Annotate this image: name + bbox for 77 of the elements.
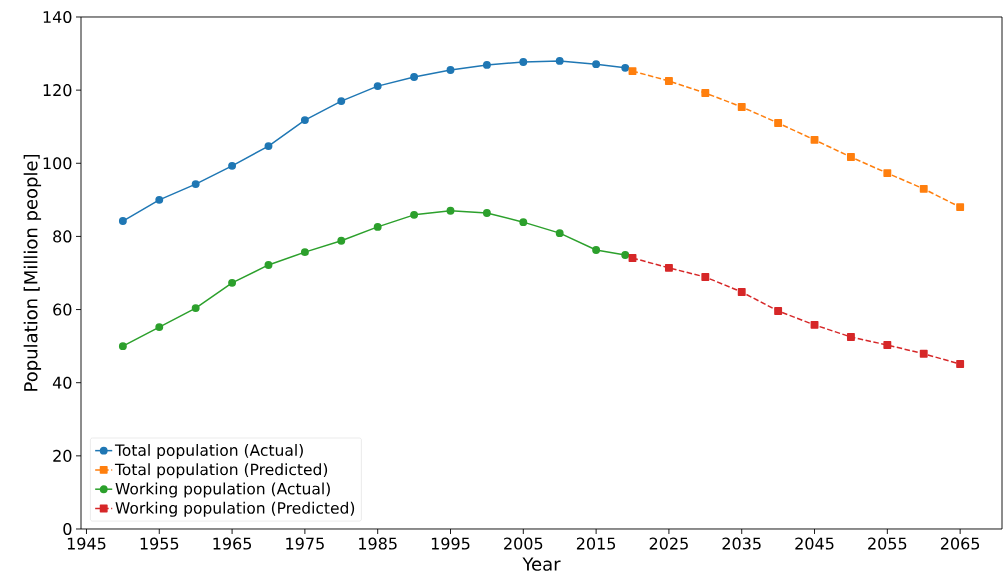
x-tick-label: 2055 xyxy=(868,537,907,550)
legend-label: Total population (Actual) xyxy=(114,444,303,460)
x-tick-label: 2025 xyxy=(649,537,688,550)
x-tick-label: 2065 xyxy=(940,537,980,550)
point xyxy=(373,222,382,231)
point xyxy=(628,254,637,262)
point xyxy=(555,229,564,238)
point xyxy=(519,58,528,66)
x-tick-label: 2035 xyxy=(722,537,761,550)
point xyxy=(810,135,819,144)
point xyxy=(592,246,601,254)
point xyxy=(191,180,200,189)
legend-label: Total population (Predicted) xyxy=(114,463,328,479)
point xyxy=(410,210,419,219)
point xyxy=(191,304,200,313)
point xyxy=(482,209,491,217)
point xyxy=(228,278,237,287)
point xyxy=(300,116,309,125)
point xyxy=(621,63,630,72)
point xyxy=(737,103,746,111)
legend-label: Working population (Predicted) xyxy=(115,501,355,517)
point xyxy=(737,288,746,296)
point xyxy=(373,82,382,91)
point xyxy=(446,66,455,74)
point xyxy=(919,184,928,193)
point xyxy=(264,260,273,269)
x-axis-title: Year xyxy=(522,557,561,571)
x-tick-label: 1985 xyxy=(359,537,397,550)
y-tick-label: 100 xyxy=(43,157,72,170)
point xyxy=(846,153,855,162)
point xyxy=(118,217,127,226)
point xyxy=(446,206,455,215)
y-tick-label: 60 xyxy=(53,303,72,316)
y-tick-label: 120 xyxy=(43,84,72,97)
x-tick-label: 1955 xyxy=(140,537,179,550)
x-tick-label: 2005 xyxy=(504,537,543,550)
point xyxy=(410,73,419,81)
point xyxy=(664,77,673,85)
point xyxy=(519,218,528,227)
point xyxy=(228,161,237,170)
point xyxy=(956,360,965,368)
x-tick-label: 1975 xyxy=(286,537,324,550)
point xyxy=(664,263,673,272)
x-tick-label: 1995 xyxy=(431,537,470,550)
y-tick-label: 20 xyxy=(53,449,72,462)
point xyxy=(774,307,783,315)
x-tick-label: 2045 xyxy=(795,537,834,550)
point xyxy=(701,89,710,98)
y-axis-title: Population [Million people] xyxy=(23,154,42,391)
x-tick-label: 2015 xyxy=(576,537,616,550)
point xyxy=(846,333,855,341)
y-tick-label: 80 xyxy=(53,230,72,243)
y-tick-label: 0 xyxy=(63,522,72,536)
point xyxy=(264,142,273,151)
point xyxy=(701,273,710,281)
point xyxy=(592,60,601,69)
point xyxy=(919,349,928,358)
point xyxy=(337,97,346,106)
y-tick-label: 40 xyxy=(52,376,72,389)
point xyxy=(155,323,164,332)
point xyxy=(155,195,164,204)
point xyxy=(300,248,309,257)
point xyxy=(337,236,346,245)
point xyxy=(956,203,965,212)
point xyxy=(774,119,783,127)
point xyxy=(555,56,564,65)
point xyxy=(628,67,637,76)
x-tick-label: 1965 xyxy=(213,537,252,550)
point xyxy=(810,320,819,329)
legend-label: Working population (Actual) xyxy=(115,482,330,498)
point xyxy=(883,169,892,178)
point xyxy=(883,341,892,349)
point xyxy=(118,342,127,351)
x-tick-label: 1945 xyxy=(67,537,106,550)
point xyxy=(621,251,630,260)
y-tick-label: 140 xyxy=(43,10,72,24)
point xyxy=(482,60,491,69)
